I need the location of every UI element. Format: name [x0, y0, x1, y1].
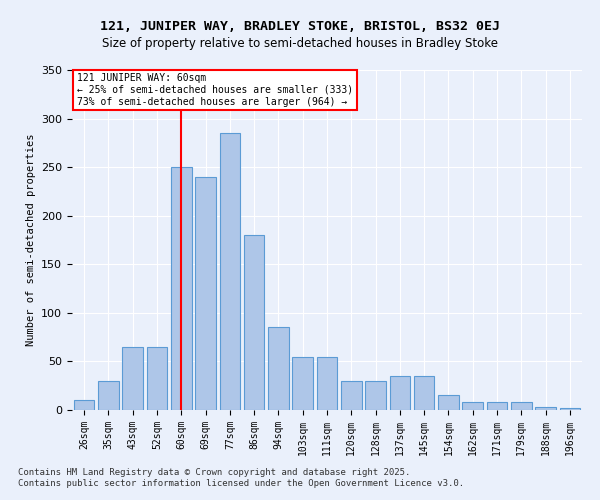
Bar	[98, 381, 119, 410]
Text: Size of property relative to semi-detached houses in Bradley Stoke: Size of property relative to semi-detach…	[102, 38, 498, 51]
Bar	[74, 400, 94, 410]
Bar	[365, 381, 386, 410]
Text: 121, JUNIPER WAY, BRADLEY STOKE, BRISTOL, BS32 0EJ: 121, JUNIPER WAY, BRADLEY STOKE, BRISTOL…	[100, 20, 500, 33]
Bar	[560, 408, 580, 410]
Bar	[220, 133, 240, 410]
Bar	[268, 328, 289, 410]
Bar	[292, 356, 313, 410]
Bar	[341, 381, 362, 410]
Bar	[438, 396, 459, 410]
Text: Contains HM Land Registry data © Crown copyright and database right 2025.
Contai: Contains HM Land Registry data © Crown c…	[18, 468, 464, 487]
Bar	[146, 347, 167, 410]
Bar	[511, 402, 532, 410]
Bar	[195, 177, 216, 410]
Bar	[244, 235, 265, 410]
Bar	[317, 356, 337, 410]
Bar	[535, 407, 556, 410]
Bar	[414, 376, 434, 410]
Text: 121 JUNIPER WAY: 60sqm
← 25% of semi-detached houses are smaller (333)
73% of se: 121 JUNIPER WAY: 60sqm ← 25% of semi-det…	[77, 74, 353, 106]
Y-axis label: Number of semi-detached properties: Number of semi-detached properties	[26, 134, 35, 346]
Bar	[389, 376, 410, 410]
Bar	[487, 402, 508, 410]
Bar	[122, 347, 143, 410]
Bar	[463, 402, 483, 410]
Bar	[171, 167, 191, 410]
